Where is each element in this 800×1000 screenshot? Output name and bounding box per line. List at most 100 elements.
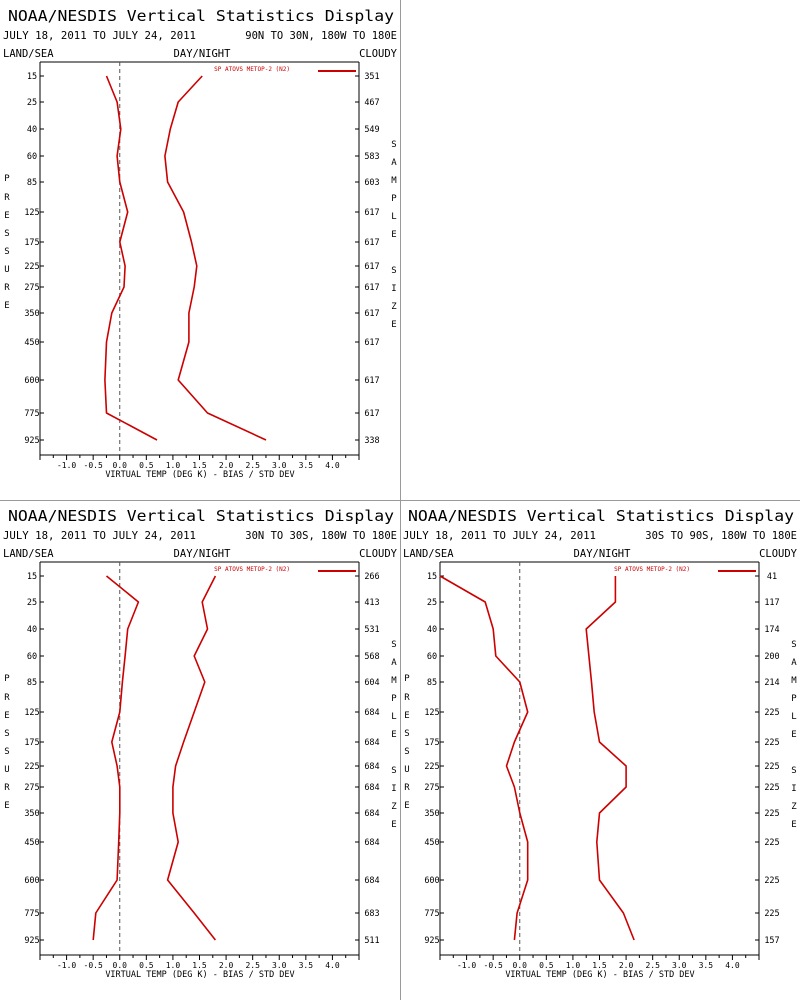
y-axis-title-letter: R <box>404 693 410 703</box>
land-sea-label: LAND/SEA <box>3 548 54 560</box>
y-axis-title-letter: P <box>4 674 10 684</box>
sample-size-label: 338 <box>364 436 379 446</box>
sample-size-label: 617 <box>364 283 379 293</box>
y2-axis-title-letter: E <box>391 820 396 830</box>
y-axis-title-letter: E <box>4 711 9 721</box>
sample-size-label: 225 <box>764 876 779 886</box>
cloudy-label: CLOUDY <box>359 548 398 560</box>
x-tick-label: 2.5 <box>645 961 660 970</box>
y-axis-title-letter: S <box>4 247 9 257</box>
y-axis-title-letter: S <box>4 729 9 739</box>
y2-axis-title-letter: Z <box>391 302 397 312</box>
y2-axis-title-letter: M <box>391 176 397 186</box>
legend-label: SP ATOVS METOP-2 (N2) <box>214 66 290 73</box>
x-tick-label: -0.5 <box>84 961 103 970</box>
pressure-level-label: 40 <box>27 125 37 135</box>
y2-axis-title-letter: I <box>391 784 396 794</box>
x-tick-label: 0.0 <box>113 461 128 470</box>
x-tick-label: 4.0 <box>325 461 340 470</box>
date-range: JULY 18, 2011 TO JULY 24, 2011 <box>403 530 596 542</box>
chart-title: NOAA/NESDIS Vertical Statistics Display <box>8 7 394 25</box>
pressure-level-label: 275 <box>24 283 39 293</box>
x-tick-label: 3.0 <box>272 461 287 470</box>
x-axis-title: VIRTUAL TEMP (DEG K) - BIAS / STD DEV <box>105 970 294 980</box>
sample-size-label: 41 <box>767 572 777 582</box>
pressure-level-label: 25 <box>427 598 437 608</box>
sample-size-label: 683 <box>364 909 379 919</box>
y2-axis-title-letter: E <box>791 730 796 740</box>
std-dev-series-line <box>585 576 635 941</box>
y2-axis-title-letter: S <box>391 266 396 276</box>
y-axis-title-letter: E <box>404 801 409 811</box>
x-tick-label: 3.5 <box>299 461 314 470</box>
std-dev-series-line <box>166 575 217 941</box>
pressure-level-label: 85 <box>27 178 37 188</box>
x-tick-label: -0.5 <box>484 961 503 970</box>
pressure-level-label: 775 <box>24 409 39 419</box>
sample-size-label: 117 <box>764 598 779 608</box>
x-tick-label: 3.0 <box>272 961 287 970</box>
pressure-level-label: 275 <box>24 783 39 793</box>
y2-axis-title-letter: M <box>791 676 797 686</box>
pressure-level-label: 925 <box>24 436 39 446</box>
day-night-label: DAY/NIGHT <box>574 548 632 560</box>
chart-title: NOAA/NESDIS Vertical Statistics Display <box>408 507 794 525</box>
x-tick-label: 0.0 <box>513 961 528 970</box>
y-axis-title-letter: R <box>404 783 410 793</box>
chart-title: NOAA/NESDIS Vertical Statistics Display <box>8 507 394 525</box>
land-sea-label: LAND/SEA <box>3 48 54 60</box>
x-tick-label: 1.0 <box>166 961 181 970</box>
y2-axis-title-letter: P <box>391 694 397 704</box>
x-tick-label: 0.0 <box>113 961 128 970</box>
pressure-level-label: 450 <box>24 838 39 848</box>
y-axis-title-letter: R <box>4 693 10 703</box>
x-tick-label: 3.5 <box>299 961 314 970</box>
y-axis-title-letter: U <box>4 265 9 275</box>
sample-size-label: 684 <box>364 809 379 819</box>
y-axis-title-letter: E <box>4 211 9 221</box>
y2-axis-title-letter: E <box>791 820 796 830</box>
x-tick-label: 1.0 <box>166 461 181 470</box>
x-tick-label: 3.5 <box>699 961 714 970</box>
chart-svg: NOAA/NESDIS Vertical Statistics Display J… <box>3 507 398 980</box>
x-axis-title: VIRTUAL TEMP (DEG K) - BIAS / STD DEV <box>505 970 694 980</box>
sample-size-label: 266 <box>364 572 379 582</box>
x-tick-label: 2.5 <box>245 461 260 470</box>
sample-size-label: 684 <box>364 876 379 886</box>
pressure-level-label: 225 <box>424 762 439 772</box>
y2-axis-title-letter: E <box>391 730 396 740</box>
pressure-level-label: 275 <box>424 783 439 793</box>
y-axis-title-letter: P <box>404 674 410 684</box>
pressure-level-label: 175 <box>24 238 39 248</box>
chart-panel-2: NOAA/NESDIS Vertical Statistics Display J… <box>0 500 400 1000</box>
x-tick-label: 0.5 <box>139 961 154 970</box>
sample-size-label: 174 <box>764 625 779 635</box>
pressure-level-label: 450 <box>24 338 39 348</box>
sample-size-label: 684 <box>364 708 379 718</box>
pressure-level-label: 15 <box>27 72 37 82</box>
chart-panel-3: NOAA/NESDIS Vertical Statistics Display J… <box>400 500 800 1000</box>
pressure-level-label: 775 <box>424 909 439 919</box>
y2-axis-title-letter: S <box>391 140 396 150</box>
pressure-level-label: 15 <box>27 572 37 582</box>
chart-svg: NOAA/NESDIS Vertical Statistics Display J… <box>403 507 798 980</box>
x-tick-label: 1.5 <box>192 461 207 470</box>
y-axis-title-letter: S <box>404 729 409 739</box>
pressure-level-label: 125 <box>24 708 39 718</box>
x-tick-label: 2.5 <box>245 961 260 970</box>
y2-axis-title-letter: I <box>791 784 796 794</box>
sample-size-label: 225 <box>764 708 779 718</box>
std-dev-series-line <box>164 75 267 441</box>
sample-size-label: 225 <box>764 909 779 919</box>
y-axis-title-letter: R <box>4 193 10 203</box>
x-tick-label: -0.5 <box>84 461 103 470</box>
pressure-level-label: 925 <box>24 936 39 946</box>
x-tick-label: -1.0 <box>57 461 76 470</box>
pressure-level-label: 450 <box>424 838 439 848</box>
pressure-level-label: 350 <box>24 309 39 319</box>
region-label: 30S TO 90S, 180W TO 180E <box>645 530 797 542</box>
chart-svg: NOAA/NESDIS Vertical Statistics Display J… <box>3 7 398 480</box>
sample-size-label: 617 <box>364 208 379 218</box>
y2-axis-title-letter: A <box>391 158 397 168</box>
y-axis-title-letter: U <box>404 765 409 775</box>
